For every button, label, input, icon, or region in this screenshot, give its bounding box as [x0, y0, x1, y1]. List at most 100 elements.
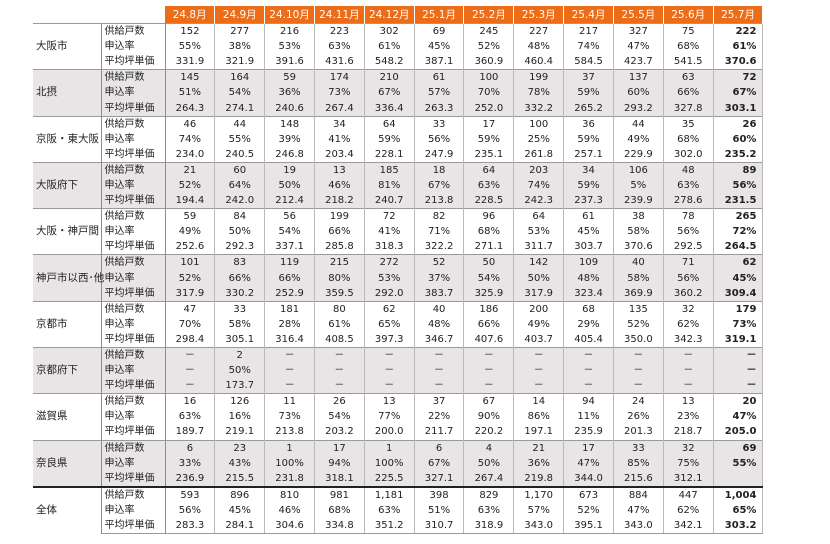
value-cell: 11%	[563, 409, 614, 425]
value-cell: 68%	[663, 39, 714, 55]
value-cell: 327.8	[663, 100, 714, 117]
table-row: 滋賀県 供給戸数 16 126 11 26 13 37 67 14 94 24 13 20	[33, 393, 764, 441]
value-cell: －	[463, 346, 515, 364]
table-row: 申込率 51% 54% 36% 73% 67% 57% 70% 78% 59% 60% 66% 67%	[33, 85, 764, 101]
value-cell: 302.0	[663, 146, 714, 163]
value-cell: 673	[563, 485, 614, 503]
value-cell: 37%	[414, 270, 465, 286]
value-cell: 78%	[513, 85, 565, 101]
value-cell: 1	[264, 439, 315, 456]
value-cell: 369.9	[613, 285, 664, 302]
value-cell: 56%	[663, 270, 714, 286]
value-cell: 6	[165, 439, 216, 456]
region-name: 京阪・東大阪	[33, 115, 102, 163]
value-cell: 41%	[314, 131, 365, 147]
value-cell: －	[463, 378, 515, 394]
table-row: 平均坪単価 236.9 215.5 231.8 318.1 225.5 327.1 267.4…	[33, 470, 764, 487]
value-cell: 53%	[513, 224, 565, 240]
value-cell: 235.9	[563, 424, 614, 441]
value-cell: 48%	[563, 270, 614, 286]
value-cell: 119	[264, 254, 315, 271]
table-row: 申込率 56% 45% 46% 68% 63% 51% 63% 57% 52% 47% 62% 65%	[33, 502, 764, 518]
table-row: 平均坪単価 298.4 305.1 316.4 408.5 397.3 346.7 407.6…	[33, 331, 764, 348]
value-cell: 69	[414, 23, 465, 40]
region-group: 奈良県 供給戸数 6 23 1 17 1 6 4 21 17 33 32 69 申込率 33% 43% 100% 9…	[33, 439, 764, 487]
value-cell: 185	[364, 161, 415, 178]
metric-label: 平均坪単価	[101, 146, 166, 163]
value-cell: 56%	[165, 502, 216, 518]
value-cell: 62%	[663, 502, 714, 518]
value-cell: 236.9	[165, 470, 216, 487]
metric-label: 供給戸数	[101, 115, 166, 132]
metric-label: 申込率	[101, 455, 166, 471]
value-cell: 29%	[563, 316, 614, 332]
value-cell: 18	[414, 161, 465, 178]
value-cell: 283.3	[165, 518, 216, 535]
value-cell: 44	[613, 115, 664, 132]
metric-label: 供給戸数	[101, 393, 166, 410]
value-cell: 292.0	[364, 285, 415, 302]
metric-label: 平均坪単価	[101, 100, 166, 117]
value-cell: 89	[713, 161, 764, 178]
metric-label: 申込率	[101, 502, 166, 518]
value-cell: 47%	[613, 502, 664, 518]
value-cell: －	[165, 378, 216, 394]
value-cell: 330.2	[214, 285, 266, 302]
value-cell: 17	[463, 115, 515, 132]
value-cell: 343.0	[613, 518, 664, 535]
value-cell: 33	[214, 300, 266, 317]
metric-label: 供給戸数	[101, 208, 166, 225]
table-row: 平均坪単価 283.3 284.1 304.6 334.8 351.2 310.7 318.9…	[33, 518, 764, 535]
value-cell: 327	[613, 23, 664, 40]
value-cell: 38%	[214, 39, 266, 55]
region-group: 全体 供給戸数 593 896 810 981 1,181 398 829 1,170 673 884…	[33, 485, 764, 535]
value-cell: 58%	[214, 316, 266, 332]
value-cell: 52%	[165, 270, 216, 286]
value-cell: 265.2	[563, 100, 614, 117]
value-cell: 77%	[364, 409, 415, 425]
value-cell: 100	[463, 69, 515, 86]
value-cell: 52%	[563, 502, 614, 518]
metric-label: 申込率	[101, 85, 166, 101]
value-cell: 56%	[414, 131, 465, 147]
value-cell: 64	[463, 161, 515, 178]
value-cell: 56%	[713, 177, 764, 194]
value-cell: 68%	[463, 224, 515, 240]
value-cell: 337.1	[264, 239, 315, 255]
value-cell: 174	[314, 69, 365, 86]
value-cell: －	[314, 363, 365, 379]
value-cell: 64	[513, 208, 565, 225]
value-cell: 179	[713, 300, 764, 317]
value-cell: 54%	[264, 224, 315, 240]
region-name: 北摂	[33, 69, 102, 117]
value-cell: 85%	[613, 455, 664, 471]
value-cell: 343.0	[513, 518, 565, 535]
value-cell: 593	[165, 485, 216, 503]
table-row: 申込率 74% 55% 39% 41% 59% 56% 59% 25% 59% 49% 68% 60%	[33, 131, 764, 147]
value-cell: 66%	[663, 85, 714, 101]
value-cell: 216	[264, 23, 315, 40]
metric-label: 申込率	[101, 177, 166, 194]
value-cell: 240.5	[214, 146, 266, 163]
value-cell: 197.1	[513, 424, 565, 441]
value-cell: 90%	[463, 409, 515, 425]
value-cell: 447	[663, 485, 714, 503]
value-cell: 44	[214, 115, 266, 132]
value-cell: 45%	[713, 270, 764, 286]
value-cell: －	[713, 378, 764, 394]
value-cell: －	[613, 346, 664, 364]
value-cell: －	[264, 363, 315, 379]
value-cell: 35	[663, 115, 714, 132]
value-cell: 164	[214, 69, 266, 86]
value-cell: 24	[613, 393, 664, 410]
region-name: 大阪・神戸間	[33, 208, 102, 255]
value-cell: 96	[463, 208, 515, 225]
value-cell: 309.4	[713, 285, 764, 302]
metric-label: 平均坪単価	[101, 285, 166, 302]
value-cell: 63%	[165, 409, 216, 425]
value-cell: 408.5	[314, 331, 365, 348]
value-cell: 13	[364, 393, 415, 410]
value-cell: 298.4	[165, 331, 216, 348]
value-cell: 66%	[314, 224, 365, 240]
value-cell: 318.1	[314, 470, 365, 487]
